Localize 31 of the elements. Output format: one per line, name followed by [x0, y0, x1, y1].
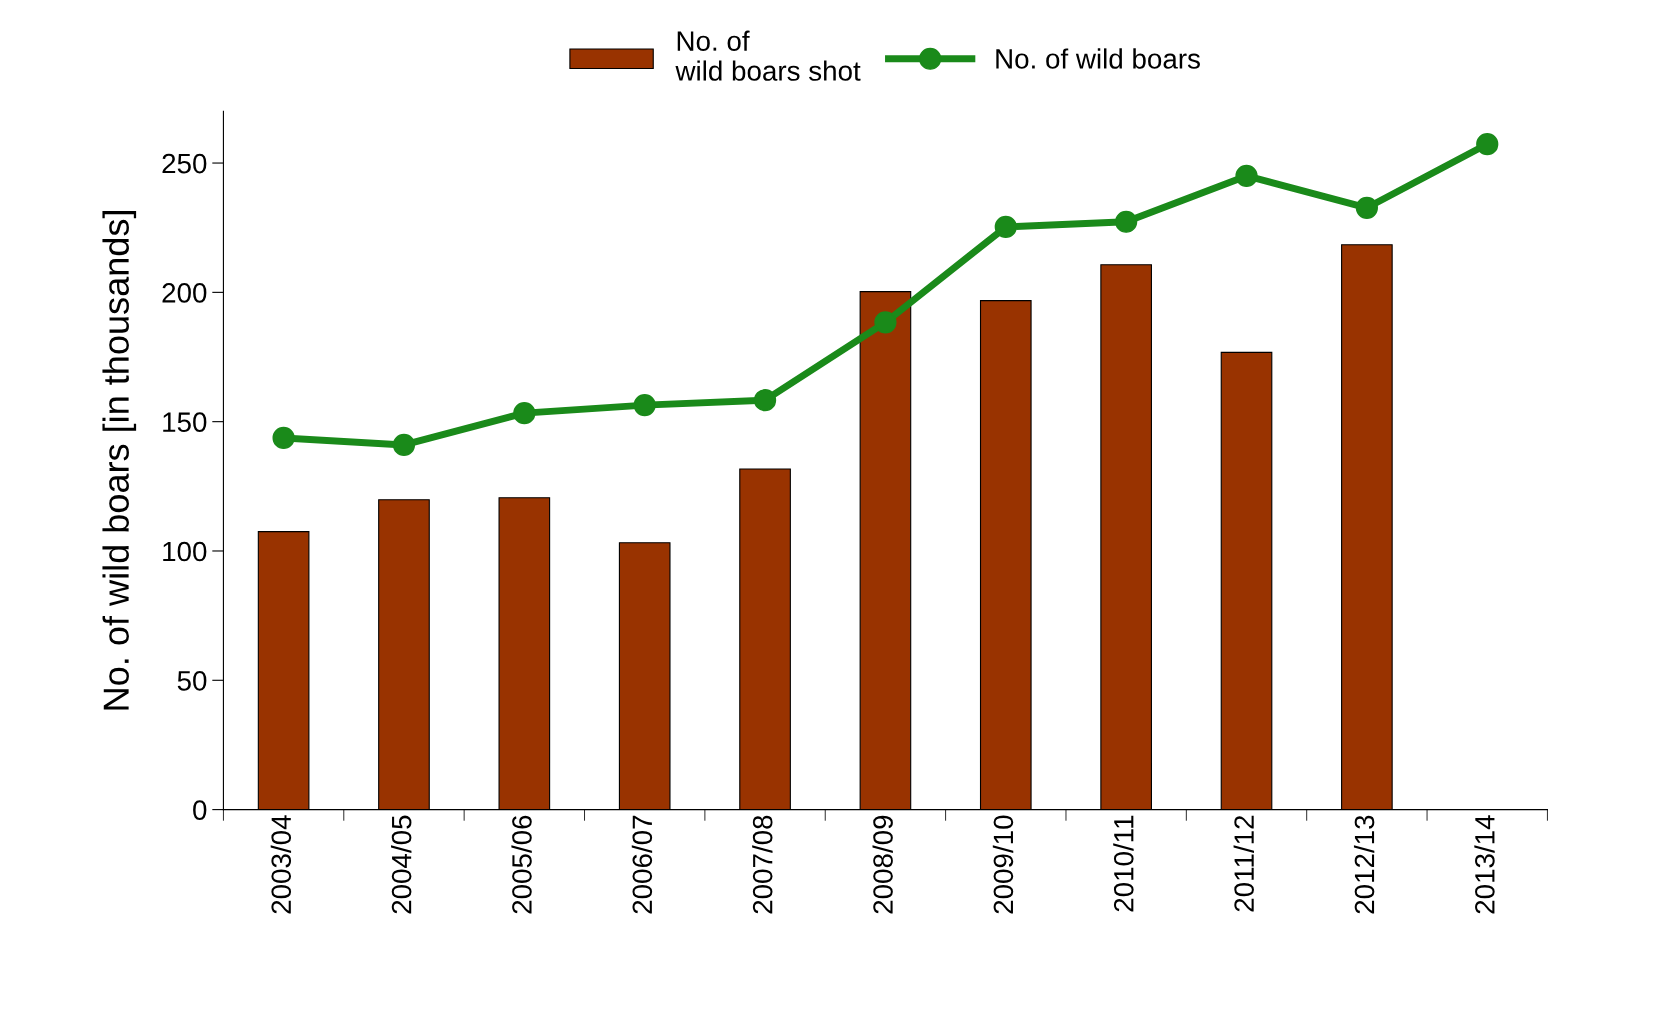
point: [1476, 133, 1499, 156]
point: [513, 402, 536, 425]
x-tick-label: 2010/11: [1113, 815, 1134, 912]
x-tick-label: 2012/13: [1353, 815, 1375, 914]
x-tick-label: 2009/10: [992, 815, 1014, 914]
point: [1235, 164, 1258, 188]
point: [272, 426, 295, 450]
y-tick-label: 0: [193, 800, 207, 820]
y-tick-label: 100: [163, 541, 207, 562]
point: [994, 215, 1017, 239]
x-tick-label: 2003/04: [270, 815, 292, 914]
x-tick-label: 2006/07: [631, 815, 653, 914]
x-tick-label: 2013/14: [1474, 815, 1495, 914]
y-axis-title: No. of wild boars [in thousands]: [102, 211, 137, 710]
point: [1115, 210, 1138, 233]
x-tick-label: 2008/09: [872, 815, 893, 914]
point: [753, 389, 777, 412]
y-tick-label: 50: [177, 670, 207, 691]
x-tick-label: 2005/06: [511, 815, 532, 914]
y-tick-label: 150: [163, 412, 207, 433]
x-tick-label: 2007/08: [752, 815, 773, 914]
point: [392, 433, 416, 457]
y-tick-label: 200: [162, 283, 207, 303]
legend-label: No. of wild boars: [996, 48, 1200, 69]
point: [633, 394, 656, 417]
point: [1355, 196, 1378, 219]
x-tick-label: 2004/05: [391, 815, 412, 914]
legend-label: No. of wild boars shot: [675, 30, 861, 81]
y-tick-label: 250: [162, 153, 207, 174]
point: [874, 311, 897, 334]
x-tick-label: 2011/12: [1233, 815, 1254, 912]
